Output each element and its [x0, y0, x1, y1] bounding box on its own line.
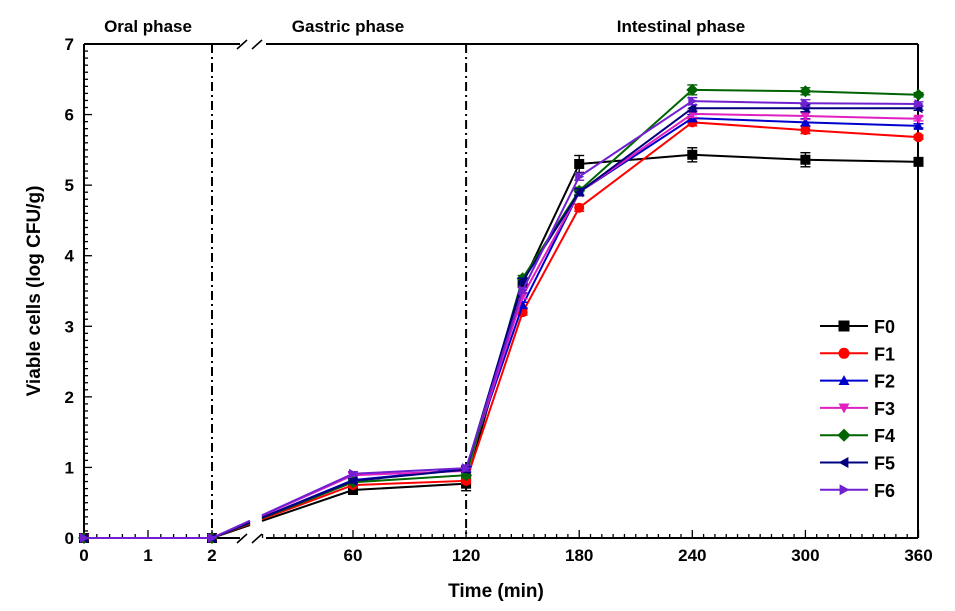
legend-item-f1: F1: [820, 344, 895, 364]
legend-item-f2: F2: [820, 372, 895, 392]
series-line: [261, 121, 919, 521]
series-line-pre-break: [84, 522, 251, 539]
legend-marker: [839, 484, 850, 496]
data-point: [801, 98, 811, 109]
series-f1: [79, 117, 924, 543]
y-tick-label: 3: [65, 317, 74, 336]
series-line: [261, 100, 919, 517]
legend-label: F3: [874, 399, 895, 419]
series-line: [261, 107, 919, 519]
series-line-pre-break: [84, 519, 251, 539]
data-point: [462, 463, 472, 474]
series-f2: [79, 113, 924, 542]
series-line-pre-break: [84, 522, 251, 539]
data-point: [913, 114, 924, 124]
x-tick-label: 120: [452, 546, 480, 565]
axis-break-mark: [236, 533, 248, 544]
series-line: [261, 112, 919, 517]
x-tick-label: 1: [143, 546, 152, 565]
legend-marker: [837, 428, 851, 442]
legend-label: F2: [874, 372, 895, 392]
data-point: [913, 132, 924, 143]
data-point: [518, 285, 528, 296]
phase-label-gastric: Gastric phase: [292, 17, 404, 36]
legend-item-f4: F4: [820, 426, 895, 446]
data-point: [912, 88, 925, 101]
legend-label: F6: [874, 481, 895, 501]
y-tick-label: 7: [65, 35, 74, 54]
legend: F0 F1 F2 F3 F4 F5 F6: [820, 317, 895, 501]
data-point: [687, 103, 697, 114]
x-tick-label: 60: [344, 546, 363, 565]
data-point: [800, 125, 811, 136]
series-f6: [80, 96, 924, 543]
x-tick-label: 0: [79, 546, 88, 565]
phase-label-oral: Oral phase: [104, 17, 192, 36]
y-tick-label: 6: [65, 106, 74, 125]
data-point: [686, 83, 699, 96]
x-tick-label: 360: [904, 546, 932, 565]
data-point: [688, 96, 698, 107]
y-tick-label: 5: [65, 176, 74, 195]
y-tick-label: 4: [65, 247, 75, 266]
data-point: [208, 533, 217, 543]
data-point: [913, 120, 924, 130]
data-point: [913, 156, 924, 167]
data-point: [799, 85, 812, 98]
phase-label-intestinal: Intestinal phase: [617, 17, 745, 36]
legend-marker: [838, 403, 850, 414]
data-point: [914, 98, 924, 109]
legend-label: F4: [874, 426, 895, 446]
legend-item-f0: F0: [820, 317, 895, 337]
legend-item-f6: F6: [820, 481, 895, 501]
data-point: [348, 475, 357, 486]
legend-label: F5: [874, 454, 895, 474]
series-f3: [79, 109, 924, 543]
data-point: [574, 158, 585, 169]
series-line-pre-break: [84, 521, 251, 539]
legend-marker: [838, 320, 850, 332]
data-point: [800, 111, 811, 121]
data-point: [575, 171, 585, 182]
y-axis-label: Viable cells (log CFU/g): [24, 186, 45, 397]
y-tick-label: 2: [65, 388, 74, 407]
x-tick-label: 240: [678, 546, 706, 565]
axis-break-mark: [251, 533, 263, 544]
x-tick-label: 180: [565, 546, 593, 565]
data-point: [800, 154, 811, 165]
series-f0: [79, 147, 924, 543]
y-tick-label: 0: [65, 529, 74, 548]
series-line: [261, 117, 919, 519]
data-point: [687, 149, 698, 160]
series-line: [261, 153, 919, 522]
data-point: [349, 468, 358, 479]
legend-marker: [838, 347, 850, 359]
series-f5: [79, 103, 924, 543]
x-tick-label: 2: [207, 546, 216, 565]
data-point: [800, 117, 811, 127]
data-point: [800, 103, 810, 114]
series-line: [261, 88, 919, 520]
series-line-pre-break: [84, 520, 251, 539]
y-tick-label: 1: [65, 458, 74, 477]
axis-break-mark: [236, 39, 248, 50]
x-axis-label: Time (min): [448, 581, 544, 602]
legend-marker: [838, 375, 850, 385]
x-tick-label: 300: [791, 546, 819, 565]
legend-item-f5: F5: [820, 454, 895, 474]
legend-label: F0: [874, 317, 895, 337]
legend-label: F1: [874, 344, 895, 364]
axis-break-mark: [251, 39, 263, 50]
data-point: [574, 202, 585, 213]
data-point: [80, 533, 89, 543]
data-point: [574, 187, 584, 198]
series-f4: [78, 83, 925, 544]
series-line-pre-break: [84, 521, 251, 539]
legend-item-f3: F3: [820, 399, 895, 419]
data-point: [517, 276, 527, 287]
legend-marker: [838, 457, 849, 468]
series-layer: [78, 83, 925, 544]
